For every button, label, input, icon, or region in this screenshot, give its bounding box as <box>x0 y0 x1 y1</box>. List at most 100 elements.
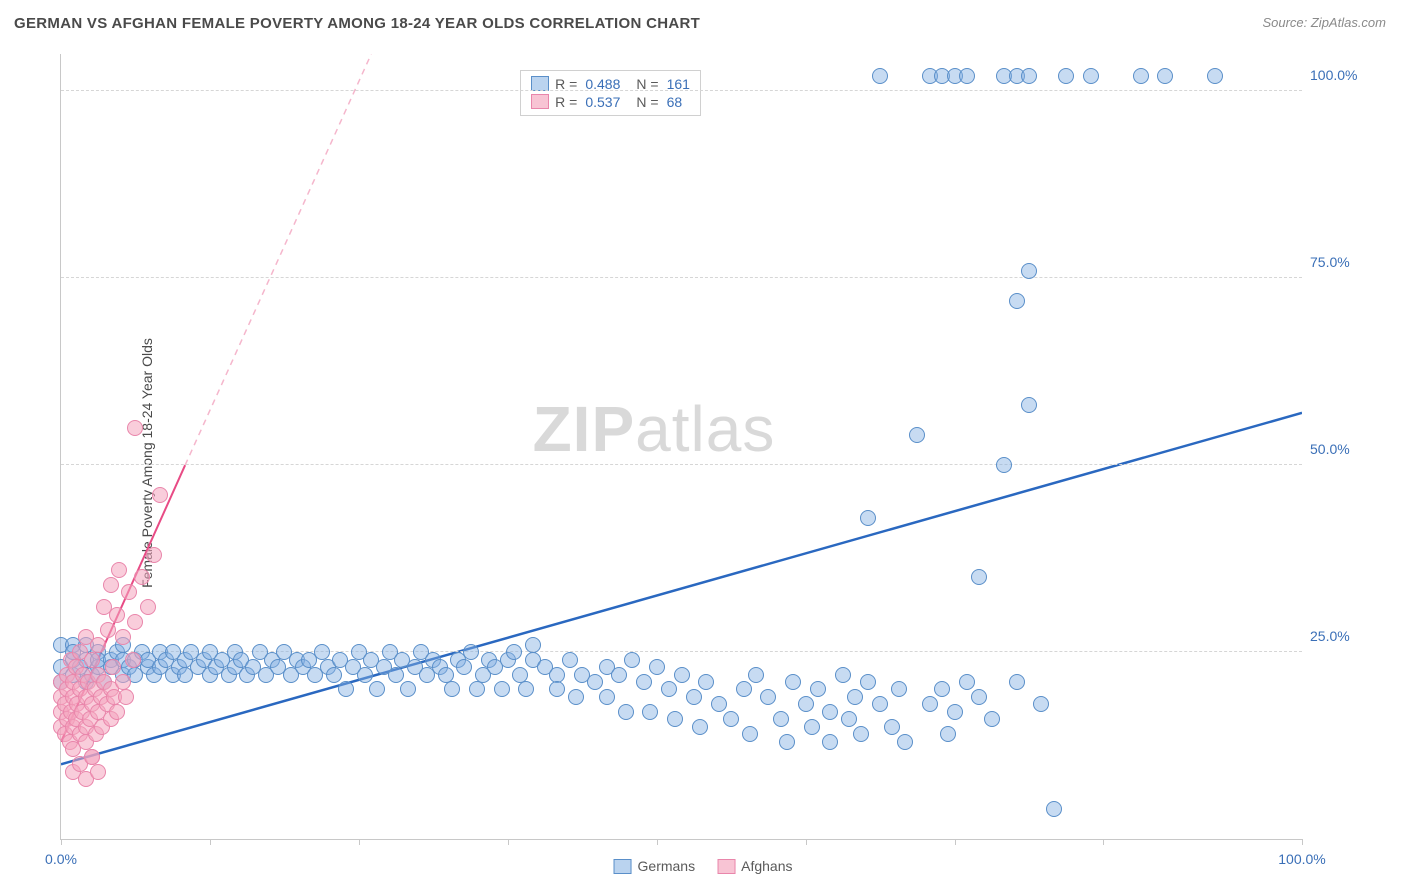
point-germans <box>388 667 404 683</box>
point-germans <box>959 674 975 690</box>
point-germans <box>736 681 752 697</box>
point-germans <box>314 644 330 660</box>
point-germans <box>444 681 460 697</box>
stat-swatch <box>531 76 549 91</box>
gridline-h <box>61 464 1302 465</box>
point-germans <box>891 681 907 697</box>
x-tick-label: 100.0% <box>1278 851 1325 867</box>
y-tick-label: 25.0% <box>1310 628 1382 644</box>
point-germans <box>568 689 584 705</box>
point-germans <box>357 667 373 683</box>
point-germans <box>810 681 826 697</box>
stat-r-label: R = <box>555 76 577 92</box>
point-germans <box>1009 293 1025 309</box>
point-germans <box>661 681 677 697</box>
point-germans <box>469 681 485 697</box>
point-germans <box>599 689 615 705</box>
x-tick <box>657 839 658 845</box>
point-germans <box>338 681 354 697</box>
point-germans <box>463 644 479 660</box>
point-afghans <box>109 704 125 720</box>
legend-label-afghans: Afghans <box>741 858 792 874</box>
point-germans <box>611 667 627 683</box>
point-germans <box>400 681 416 697</box>
chart-title: GERMAN VS AFGHAN FEMALE POVERTY AMONG 18… <box>14 15 700 32</box>
point-germans <box>506 644 522 660</box>
point-germans <box>674 667 690 683</box>
point-germans <box>1021 68 1037 84</box>
point-germans <box>326 667 342 683</box>
point-afghans <box>118 689 134 705</box>
point-germans <box>872 68 888 84</box>
x-tick <box>955 839 956 845</box>
stat-n-label: N = <box>636 76 658 92</box>
stat-n-value: 161 <box>667 76 690 92</box>
x-tick <box>806 839 807 845</box>
point-germans <box>518 681 534 697</box>
point-afghans <box>121 584 137 600</box>
point-germans <box>723 711 739 727</box>
point-germans <box>804 719 820 735</box>
point-germans <box>711 696 727 712</box>
point-germans <box>934 681 950 697</box>
point-afghans <box>84 652 100 668</box>
y-tick-label: 75.0% <box>1310 254 1382 270</box>
gridline-h <box>61 651 1302 652</box>
point-germans <box>785 674 801 690</box>
x-tick <box>359 839 360 845</box>
point-germans <box>698 674 714 690</box>
x-tick <box>1103 839 1104 845</box>
point-germans <box>742 726 758 742</box>
point-germans <box>1157 68 1173 84</box>
point-germans <box>860 674 876 690</box>
point-afghans <box>105 659 121 675</box>
point-afghans <box>127 420 143 436</box>
point-germans <box>860 510 876 526</box>
source-name: ZipAtlas.com <box>1311 15 1386 30</box>
point-germans <box>959 68 975 84</box>
legend-label-germans: Germans <box>638 858 696 874</box>
point-germans <box>649 659 665 675</box>
point-germans <box>369 681 385 697</box>
point-germans <box>748 667 764 683</box>
point-germans <box>587 674 603 690</box>
point-germans <box>897 734 913 750</box>
gridline-h <box>61 90 1302 91</box>
point-afghans <box>90 637 106 653</box>
x-tick <box>508 839 509 845</box>
point-afghans <box>140 599 156 615</box>
point-germans <box>940 726 956 742</box>
point-afghans <box>103 577 119 593</box>
point-germans <box>438 667 454 683</box>
point-germans <box>1058 68 1074 84</box>
y-tick-label: 100.0% <box>1310 67 1382 83</box>
point-afghans <box>127 614 143 630</box>
point-germans <box>1133 68 1149 84</box>
point-germans <box>642 704 658 720</box>
y-tick-label: 50.0% <box>1310 441 1382 457</box>
point-afghans <box>90 764 106 780</box>
legend-swatch-blue <box>614 859 632 874</box>
point-afghans <box>84 749 100 765</box>
point-germans <box>822 704 838 720</box>
point-germans <box>779 734 795 750</box>
source-prefix: Source: <box>1262 15 1310 30</box>
point-germans <box>456 659 472 675</box>
point-germans <box>909 427 925 443</box>
point-germans <box>667 711 683 727</box>
legend-swatch-pink <box>717 859 735 874</box>
point-germans <box>1009 674 1025 690</box>
point-germans <box>847 689 863 705</box>
stat-n-label: N = <box>636 94 658 110</box>
stat-row: R = 0.537 N = 68 <box>531 93 690 111</box>
point-germans <box>984 711 1000 727</box>
point-germans <box>512 667 528 683</box>
legend-item-germans: Germans <box>614 858 696 874</box>
point-germans <box>636 674 652 690</box>
point-germans <box>1083 68 1099 84</box>
watermark: ZIPatlas <box>533 392 776 466</box>
point-germans <box>922 696 938 712</box>
point-germans <box>773 711 789 727</box>
point-germans <box>841 711 857 727</box>
point-germans <box>1207 68 1223 84</box>
